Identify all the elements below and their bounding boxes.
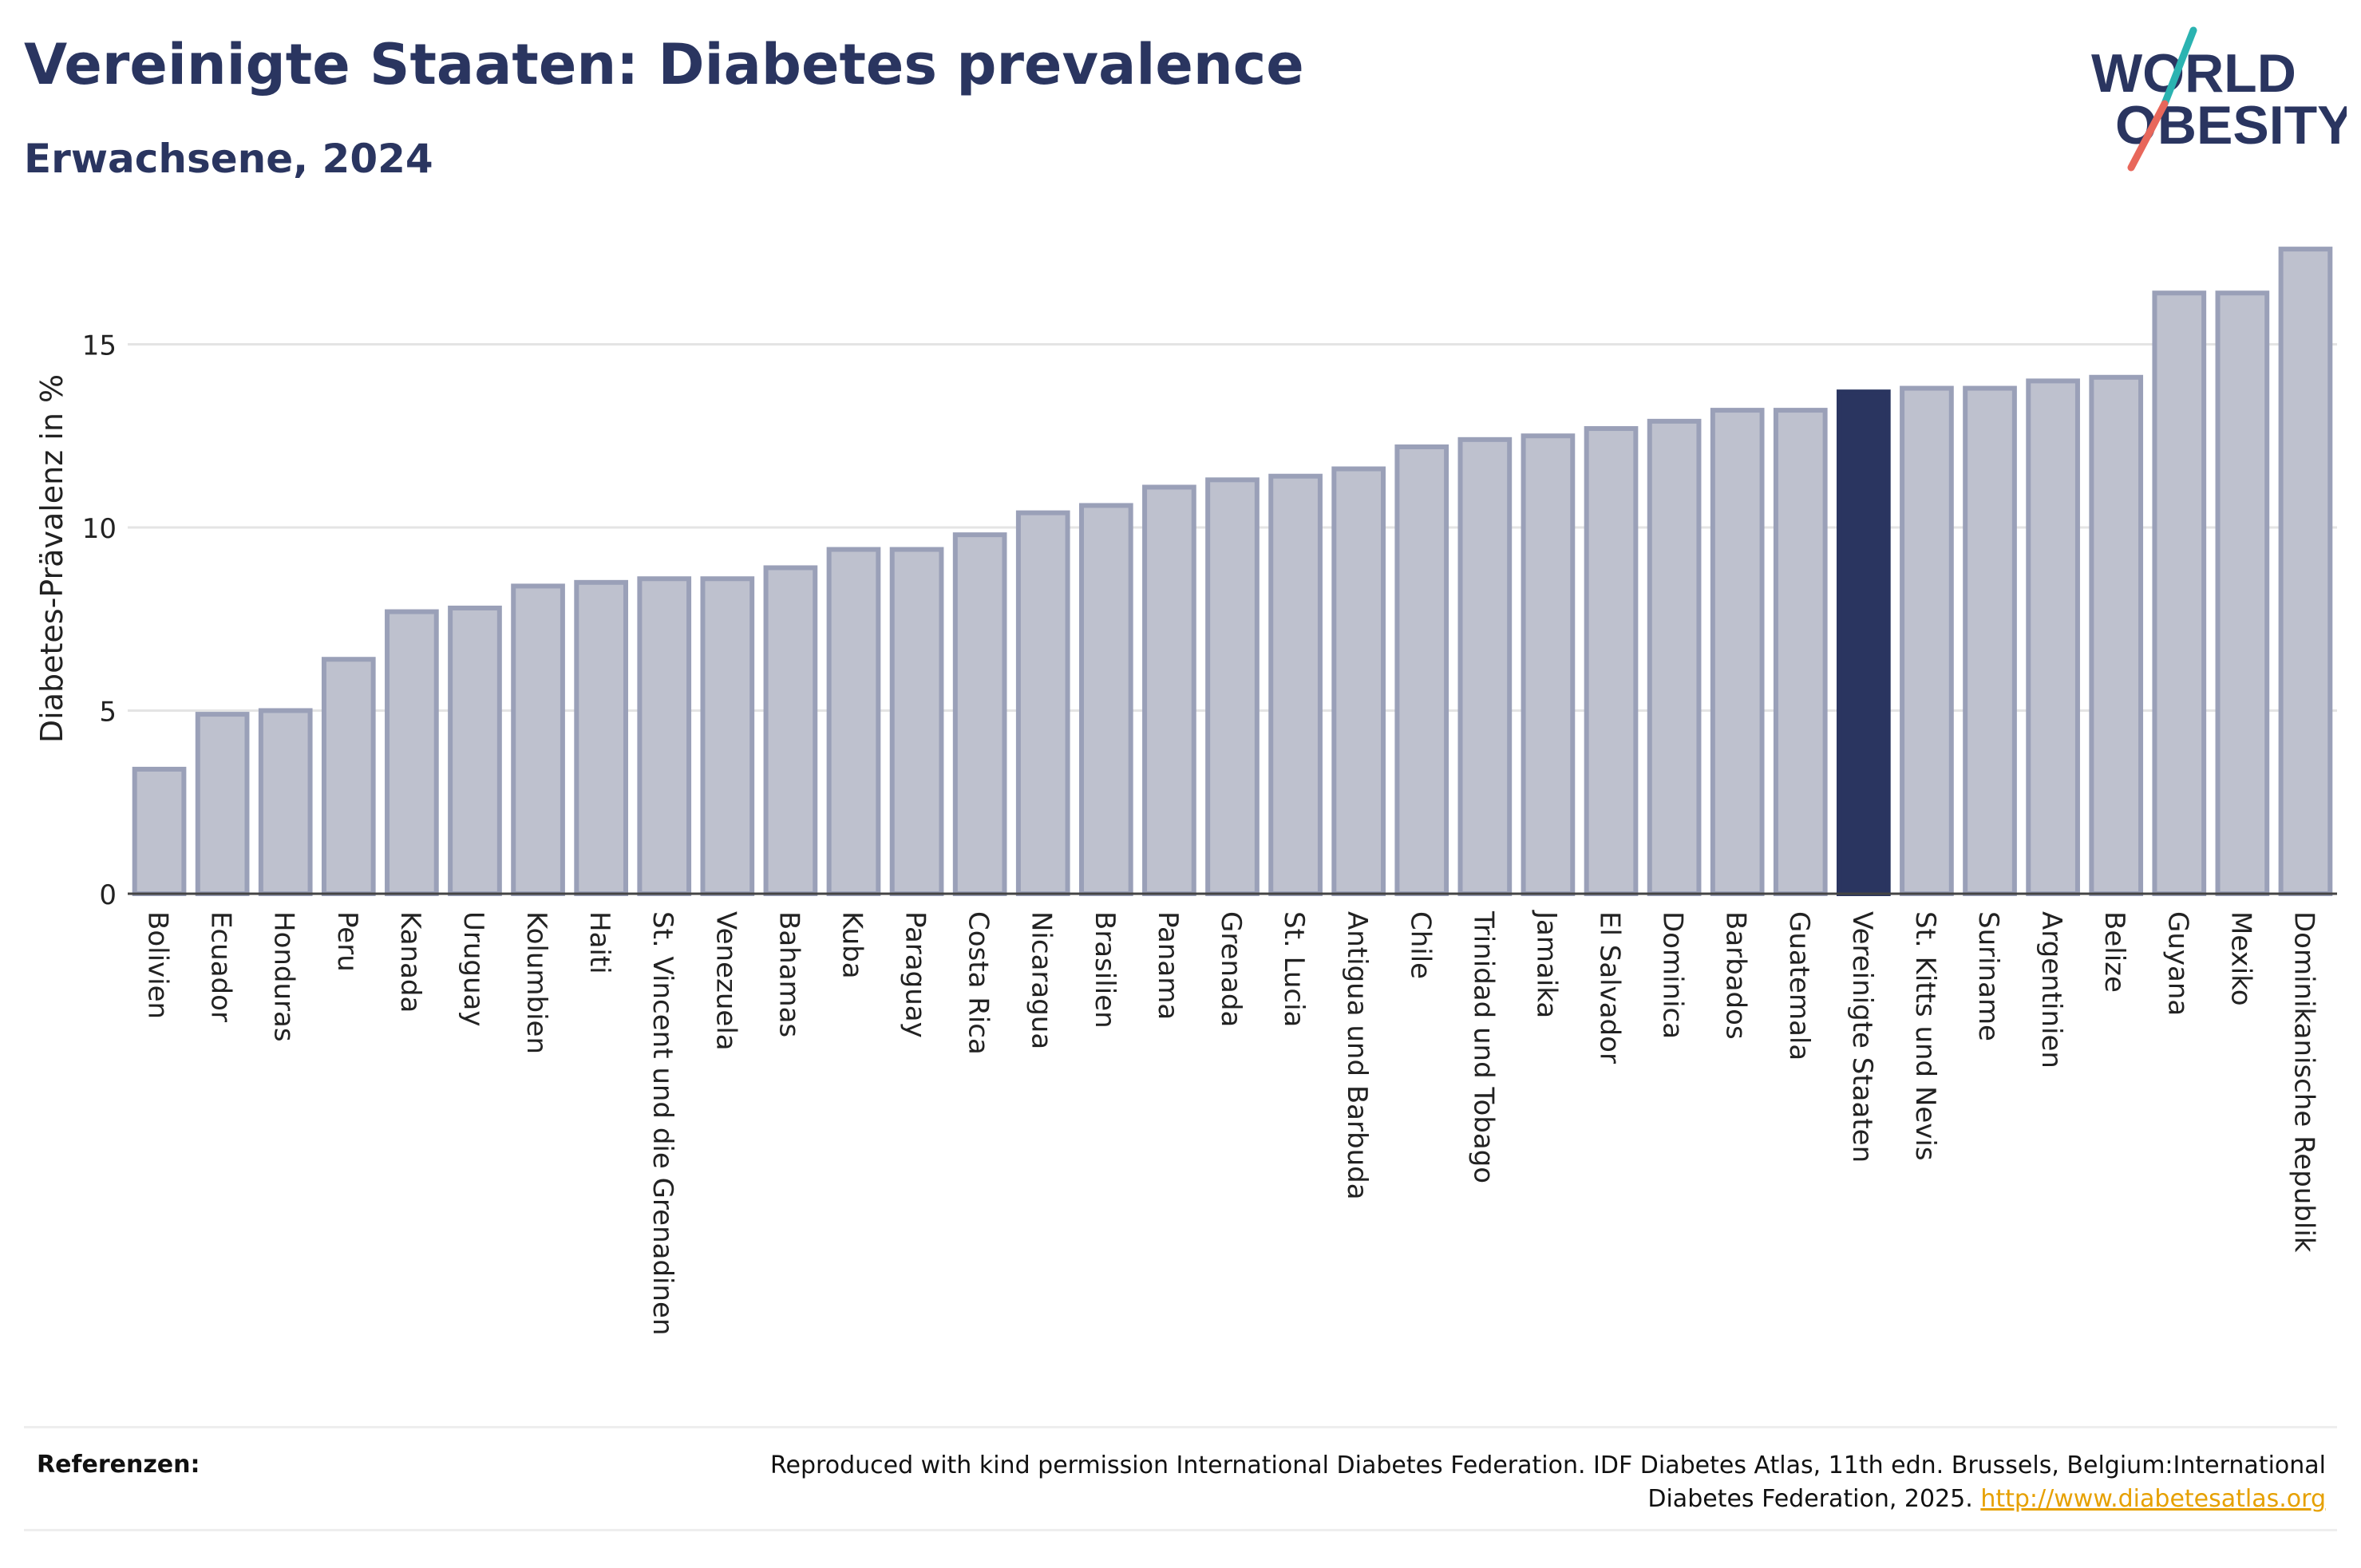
- bar-peru[interactable]: [321, 657, 376, 896]
- x-tick-label: Ecuador: [205, 911, 237, 1022]
- chart-title: Vereinigte Staaten: Diabetes prevalence: [24, 32, 1304, 97]
- bar-guatemala[interactable]: [1773, 408, 1828, 896]
- bar-costa-rica[interactable]: [952, 532, 1007, 896]
- x-tick-label: El Salvador: [1594, 911, 1626, 1064]
- x-tick-label: Nicaragua: [1026, 911, 1058, 1049]
- bar-grenada[interactable]: [1205, 477, 1260, 896]
- x-tick-label: St. Vincent und die Grenadinen: [647, 911, 678, 1336]
- references-text: Reproduced with kind permission Internat…: [690, 1449, 2326, 1516]
- bar-bahamas[interactable]: [763, 565, 818, 896]
- x-tick-label: Venezuela: [710, 911, 742, 1051]
- bar-vereinigte-staaten[interactable]: [1837, 389, 1891, 897]
- bar-el-salvador[interactable]: [1584, 426, 1639, 896]
- x-tick-label: Guyana: [2161, 911, 2193, 1016]
- bar-paraguay[interactable]: [889, 547, 944, 896]
- world-obesity-logo: WORLD OBESITY: [2091, 26, 2347, 172]
- bar-suriname[interactable]: [1963, 385, 2017, 896]
- x-tick-label: Guatemala: [1783, 911, 1815, 1060]
- x-tick-label: Kanada: [394, 911, 426, 1013]
- bar-dominica[interactable]: [1647, 418, 1702, 896]
- bar-chile[interactable]: [1394, 444, 1449, 896]
- y-tick-label: 0: [99, 879, 117, 911]
- x-tick-label: Belize: [2098, 911, 2130, 993]
- x-tick-label: Bolivien: [142, 911, 174, 1019]
- y-axis-ticks: 0 5 10 15: [82, 330, 117, 911]
- bar-kanada[interactable]: [385, 609, 439, 896]
- x-tick-label: Uruguay: [457, 911, 489, 1027]
- bar-uruguay[interactable]: [448, 605, 502, 896]
- x-tick-label: Kolumbien: [520, 911, 552, 1054]
- logo-slash-teal: [2161, 26, 2197, 108]
- bar-dominikanische-republik[interactable]: [2278, 247, 2333, 896]
- x-tick-label: St. Lucia: [1278, 911, 1310, 1027]
- x-tick-label: Suriname: [1972, 911, 2004, 1041]
- x-axis-labels: Bolivien Ecuador Honduras Peru Kanada Uruguay…: [142, 910, 2320, 1336]
- references-box: Referenzen: Reproduced with kind permiss…: [24, 1426, 2337, 1531]
- references-citation: Reproduced with kind permission Internat…: [770, 1451, 2326, 1513]
- logo-slash-coral: [2127, 100, 2169, 172]
- bar-bolivien[interactable]: [132, 766, 187, 897]
- bar-antigua-und-barbuda[interactable]: [1331, 466, 1386, 896]
- x-tick-label: Dominica: [1657, 911, 1689, 1039]
- x-tick-label: Dominikanische Republik: [2288, 911, 2319, 1253]
- references-link[interactable]: http://www.diabetesatlas.org: [1980, 1485, 2326, 1513]
- bar-haiti[interactable]: [574, 579, 628, 896]
- bar-nicaragua[interactable]: [1015, 510, 1070, 896]
- bar-barbados[interactable]: [1710, 408, 1765, 896]
- bar-jamaika[interactable]: [1521, 433, 1576, 896]
- y-tick-label: 5: [99, 696, 117, 728]
- x-tick-label: Bahamas: [773, 911, 805, 1037]
- bar-belize[interactable]: [2089, 374, 2144, 897]
- logo-word-world: WORLD: [2091, 43, 2296, 104]
- x-tick-label: Vereinigte Staaten: [1846, 911, 1878, 1163]
- y-tick-label: 10: [82, 513, 117, 545]
- bar-mexiko[interactable]: [2215, 290, 2270, 896]
- x-tick-label: Haiti: [583, 911, 615, 974]
- y-axis-label: Diabetes-Prävalenz in %: [34, 374, 69, 743]
- x-tick-label: Barbados: [1720, 911, 1752, 1040]
- bar-st-lucia[interactable]: [1268, 473, 1323, 896]
- x-tick-label: Panama: [1152, 911, 1184, 1020]
- x-tick-label: Paraguay: [900, 911, 931, 1038]
- bar-kolumbien[interactable]: [511, 583, 565, 896]
- bar-ecuador[interactable]: [195, 712, 250, 896]
- x-tick-label: Jamaika: [1530, 910, 1562, 1018]
- bar-panama[interactable]: [1142, 484, 1196, 897]
- x-tick-label: Chile: [1404, 911, 1436, 979]
- x-tick-label: Costa Rica: [963, 911, 995, 1055]
- x-tick-label: Mexiko: [2225, 911, 2256, 1006]
- bar-venezuela[interactable]: [700, 576, 755, 896]
- bar-argentinien[interactable]: [2026, 378, 2080, 896]
- bar-st-vincent-und-die-grenadinen[interactable]: [637, 576, 692, 896]
- bar-trinidad-und-tobago[interactable]: [1457, 436, 1513, 896]
- bar-kuba[interactable]: [826, 547, 881, 896]
- y-tick-label: 15: [82, 330, 117, 361]
- x-tick-label: Honduras: [268, 911, 300, 1042]
- x-tick-label: Grenada: [1215, 911, 1247, 1027]
- bar-guyana[interactable]: [2152, 290, 2207, 896]
- x-tick-label: Trinidad und Tobago: [1467, 910, 1499, 1183]
- x-tick-label: Peru: [331, 911, 363, 972]
- x-tick-label: Kuba: [836, 911, 868, 979]
- bars: [132, 247, 2333, 897]
- references-label: Referenzen:: [37, 1451, 200, 1479]
- bar-chart: 0 5 10 15 Bolivien Ecuador Honduras Peru Kanada…: [34, 247, 2337, 1336]
- x-tick-label: Brasilien: [1089, 911, 1121, 1029]
- x-tick-label: St. Kitts und Nevis: [1909, 911, 1941, 1161]
- x-tick-label: Antigua und Barbuda: [1341, 911, 1373, 1200]
- bar-st-kitts-und-nevis[interactable]: [1900, 385, 1954, 896]
- bar-honduras[interactable]: [258, 708, 313, 897]
- bar-brasilien[interactable]: [1078, 503, 1133, 896]
- x-tick-label: Argentinien: [2035, 911, 2067, 1068]
- chart-subtitle: Erwachsene, 2024: [24, 136, 433, 182]
